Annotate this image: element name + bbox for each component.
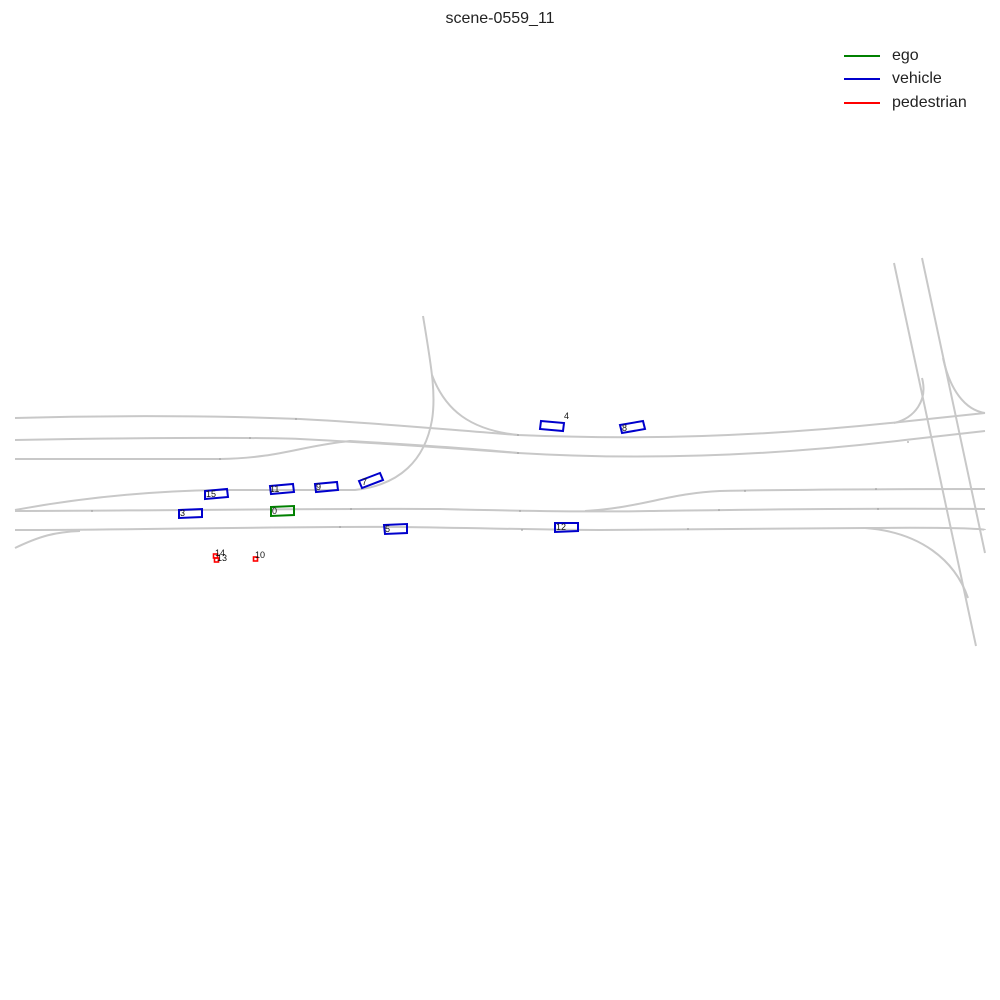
scene-title: scene-0559_11 xyxy=(445,10,555,27)
agent-label-10: 10 xyxy=(255,550,265,560)
lane-line xyxy=(14,430,986,458)
vehicle-box-12 xyxy=(554,522,579,534)
agent-labels: 0 3 4 5 7 8 9 11 12 15 10 13 14 xyxy=(180,411,627,563)
vehicle-box-3 xyxy=(178,507,203,520)
legend-item-ego: ego xyxy=(844,44,994,68)
agent-label-15: 15 xyxy=(206,489,216,499)
legend: ego vehicle pedestrian xyxy=(844,44,994,115)
agent-label-5: 5 xyxy=(385,524,390,534)
agent-label-12: 12 xyxy=(556,522,566,532)
lane-line xyxy=(584,488,986,512)
agent-label-3: 3 xyxy=(180,508,185,518)
lane-lines xyxy=(14,257,986,647)
agent-boxes xyxy=(178,419,647,563)
lane-line xyxy=(14,525,986,532)
legend-item-vehicle: vehicle xyxy=(844,68,994,92)
agent-label-14: 14 xyxy=(215,548,225,558)
pedestrian-box-10 xyxy=(252,556,259,562)
agent-label-4: 4 xyxy=(564,411,569,421)
pedestrian-box-13 xyxy=(213,557,220,563)
lane-line xyxy=(14,315,435,511)
legend-label-pedestrian: pedestrian xyxy=(892,93,967,111)
vehicle-box-8 xyxy=(618,419,647,435)
legend-label-ego: ego xyxy=(892,46,919,64)
lane-line xyxy=(921,257,986,554)
lane-line xyxy=(431,374,519,436)
lane-ticks xyxy=(91,418,909,531)
lane-line xyxy=(15,439,519,460)
agent-label-8: 8 xyxy=(622,423,627,433)
vehicle-box-5 xyxy=(382,522,408,536)
agent-label-7: 7 xyxy=(362,477,367,487)
legend-swatch-pedestrian xyxy=(844,101,880,104)
legend-swatch-vehicle xyxy=(844,78,880,81)
lane-line xyxy=(14,507,986,513)
vehicle-box-15 xyxy=(204,487,230,501)
agent-label-0: 0 xyxy=(272,506,277,516)
lane-line xyxy=(893,262,977,647)
vehicle-box-9 xyxy=(313,480,340,494)
vehicle-box-11 xyxy=(268,482,296,496)
lane-line xyxy=(893,377,925,424)
lane-line xyxy=(14,530,81,549)
agent-label-13: 13 xyxy=(217,553,227,563)
ego-box-0 xyxy=(270,504,295,518)
vehicle-box-4 xyxy=(538,419,566,433)
agent-label-9: 9 xyxy=(316,482,321,492)
vehicle-box-7 xyxy=(357,471,385,490)
agent-label-11: 11 xyxy=(270,484,279,494)
legend-swatch-ego xyxy=(844,54,880,57)
legend-item-pedestrian: pedestrian xyxy=(844,91,994,115)
legend-label-vehicle: vehicle xyxy=(892,70,942,88)
lane-line xyxy=(942,357,986,414)
lane-line xyxy=(14,412,986,439)
